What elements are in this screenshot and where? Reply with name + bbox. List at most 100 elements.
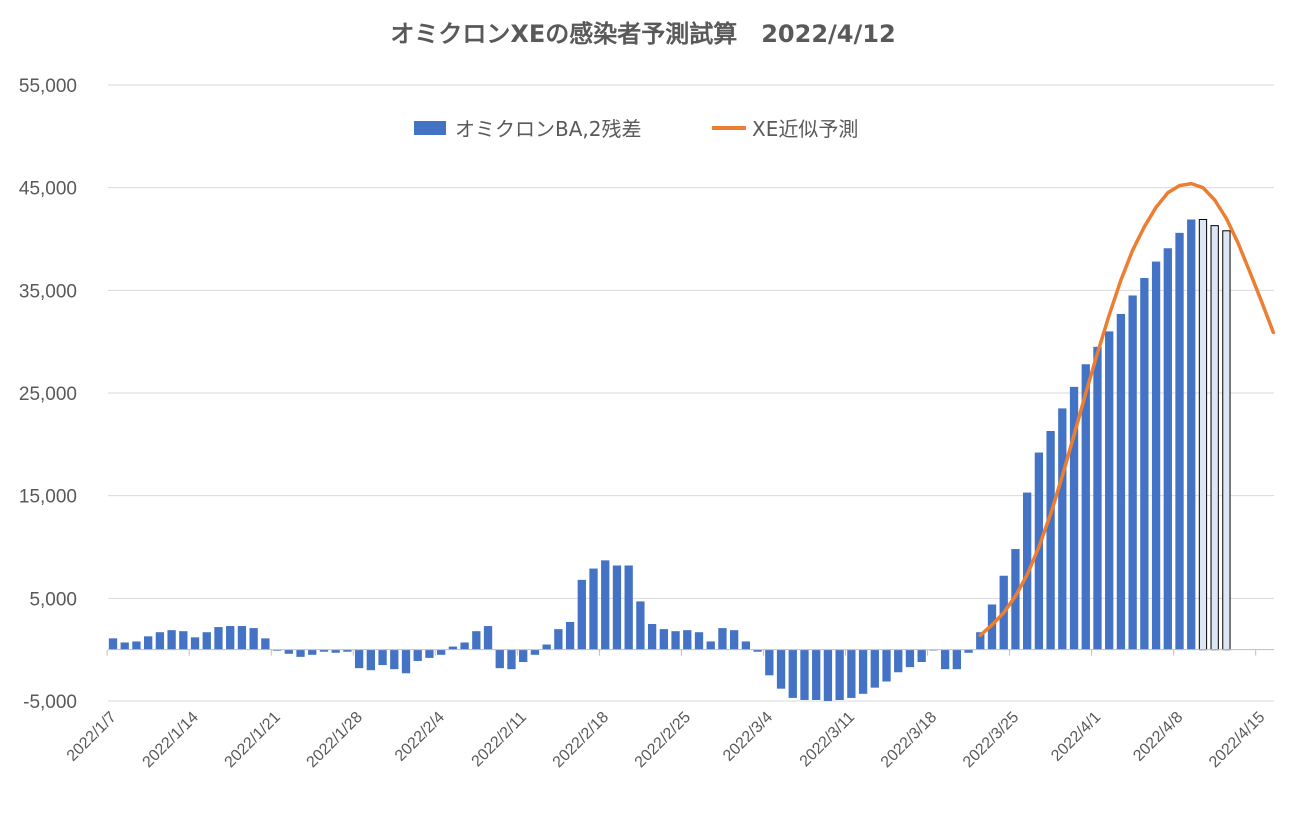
bar [706,641,715,650]
bar [190,637,200,650]
bar [905,649,915,668]
bar [765,649,774,676]
bar [179,631,188,650]
bar [671,631,680,650]
bar [741,641,751,650]
bar [401,649,411,674]
bar [390,649,399,670]
x-tick-label: 2022/1/7 [64,709,120,765]
legend-bar-label: オミクロンBA,2残差 [455,117,641,141]
bar [1116,313,1126,650]
y-tick-label: 35,000 [19,281,77,302]
projected-bar [1210,225,1219,651]
bar [659,629,668,650]
x-tick-label: 2022/3/25 [960,709,1022,771]
projected-bar [1198,218,1208,651]
bar [495,649,504,669]
bar [237,626,247,650]
bar-series [108,218,1231,701]
bar [964,649,973,653]
x-tick-label: 2022/3/4 [720,709,776,765]
x-tick-label: 2022/1/21 [222,709,284,771]
bar [976,632,985,650]
bar [1187,219,1196,650]
bar [694,632,704,650]
y-tick-label: 45,000 [19,179,77,200]
bar [636,601,645,650]
bar [870,649,879,688]
legend-bar-swatch [414,121,446,135]
bar [155,632,165,650]
bar [226,626,235,650]
y-tick-label: 25,000 [19,384,77,405]
x-tick-label: 2022/2/11 [469,709,531,771]
bar [284,649,293,654]
bar [1011,549,1020,650]
bar [718,628,727,650]
bar [554,629,563,650]
x-axis [106,649,1274,656]
bar [835,649,844,700]
bar [144,636,153,650]
bar [319,649,329,652]
bar [530,649,540,655]
bar [132,641,141,650]
bar [776,649,786,689]
bar [1140,278,1149,650]
y-tick-label: 5,000 [29,589,77,610]
bar [812,649,821,700]
bar [542,644,551,650]
x-tick-label: 2022/4/15 [1206,709,1268,771]
bar [800,649,809,700]
bar [1081,364,1090,650]
bar [354,649,364,669]
bar [296,649,305,657]
projected-bar [1222,230,1231,651]
x-tick-label: 2022/1/28 [304,709,366,771]
bar [589,568,598,650]
bar [624,565,633,650]
bar [730,630,739,650]
bar [366,649,375,671]
bar [460,642,469,650]
bar [940,649,950,670]
bar [1069,386,1079,650]
bar [847,649,856,698]
legend-line-label: XE近似予測 [752,117,858,141]
bar [1151,261,1161,650]
x-tick-label: 2022/1/14 [140,709,202,771]
bar [565,621,575,650]
bar [167,630,176,650]
x-tick-label: 2022/2/25 [632,709,694,771]
bar [202,632,211,650]
bar [1093,346,1102,650]
x-tick-label: 2022/2/4 [392,709,448,765]
bar [249,628,258,650]
bar [952,649,961,670]
x-tick-label: 2022/3/11 [797,709,859,771]
bar [413,649,422,661]
xe-forecast-line [978,181,1276,638]
bar [261,638,270,650]
y-tick-label: -5,000 [23,692,77,713]
bar [483,626,493,650]
line-series [978,181,1276,638]
legend: オミクロンBA,2残差 XE近似予測 [414,117,858,141]
y-tick-label: 55,000 [19,76,77,97]
bar [577,579,586,650]
bar [1175,232,1184,650]
bar [1058,408,1067,650]
bar [437,649,446,655]
x-tick-label: 2022/3/18 [878,709,940,771]
x-tick-label: 2022/4/1 [1048,709,1104,765]
bar [1163,248,1172,650]
bar [601,560,610,650]
bar [378,649,387,666]
x-tick-label: 2022/4/8 [1130,709,1186,765]
bar [308,649,317,655]
bar [823,649,833,701]
bar [1105,331,1114,650]
x-axis-ticks: 2022/1/7 2022/1/14 2022/1/21 2022/1/28 2022/… [64,709,1269,771]
bar [1046,430,1055,650]
